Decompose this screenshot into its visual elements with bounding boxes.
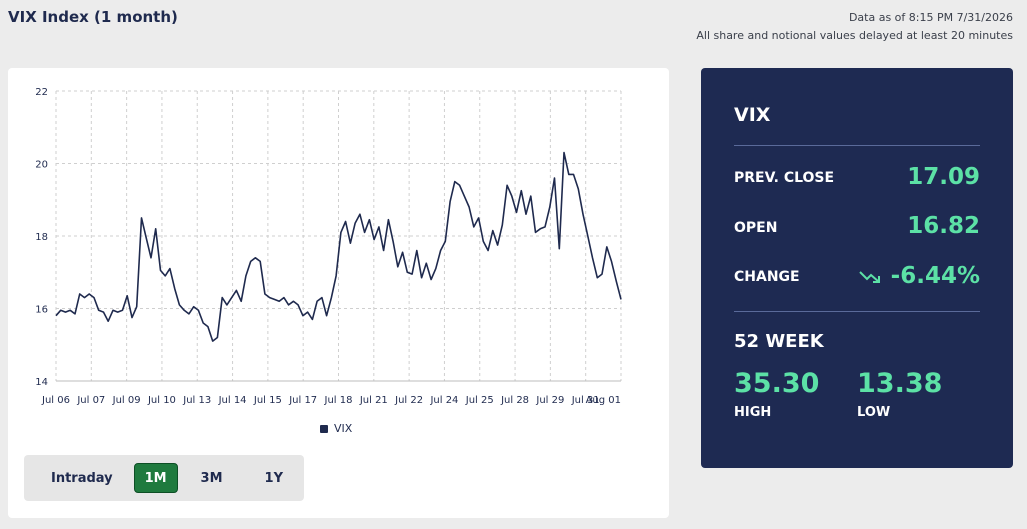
- legend-label: VIX: [334, 422, 353, 435]
- change-value: -6.44%: [890, 263, 980, 289]
- week52-low-label: LOW: [857, 405, 891, 420]
- range-1m-button[interactable]: 1M: [133, 463, 178, 493]
- x-tick-label: Jul 31: [571, 395, 600, 406]
- range-intraday-button[interactable]: Intraday: [38, 463, 126, 493]
- stats-panel: VIX PREV. CLOSE 17.09 OPEN 16.82 CHANGE …: [701, 68, 1013, 468]
- week52-high-value: 35.30: [734, 368, 820, 399]
- chart-legend[interactable]: VIX: [320, 422, 352, 435]
- stats-title: VIX: [734, 104, 771, 126]
- y-tick-label: 22: [35, 87, 48, 98]
- x-tick-label: Jul 17: [288, 395, 317, 406]
- trend-down-icon: [858, 264, 881, 290]
- prev-close-label: PREV. CLOSE: [734, 170, 835, 186]
- range-3m-button[interactable]: 3M: [188, 463, 236, 493]
- prev-close-value: 17.09: [907, 164, 980, 190]
- x-tick-label: Jul 14: [218, 395, 247, 406]
- data-timestamp: Data as of 8:15 PM 7/31/2026 All share a…: [696, 9, 1013, 45]
- y-tick-label: 14: [35, 377, 48, 388]
- x-tick-label: Jul 09: [112, 395, 141, 406]
- page-title: VIX Index (1 month): [8, 8, 178, 26]
- delay-note: All share and notional values delayed at…: [696, 29, 1013, 42]
- change-row: -6.44%: [858, 263, 980, 290]
- x-tick-label: Jul 25: [465, 395, 494, 406]
- open-label: OPEN: [734, 220, 778, 236]
- y-tick-label: 20: [35, 160, 48, 171]
- x-tick-label: Jul 07: [76, 395, 105, 406]
- vix-line-chart[interactable]: 14 16 18 20 22 Jul 06 Jul 07 Jul 09 Jul 10 Jul 13…: [8, 68, 669, 408]
- legend-swatch: [320, 424, 328, 433]
- divider: [734, 311, 980, 312]
- week52-high-label: HIGH: [734, 405, 772, 420]
- x-tick-label: Jul 22: [394, 395, 423, 406]
- x-tick-label: Jul 15: [253, 395, 282, 406]
- series-line-vix: [55, 151, 622, 342]
- y-tick-label: 18: [35, 232, 48, 243]
- week52-title: 52 WEEK: [734, 331, 824, 352]
- range-selector: Intraday 1M 3M 1Y: [24, 455, 304, 501]
- x-tick-label: Jul 29: [535, 395, 564, 406]
- x-tick-label: Aug 01: [586, 395, 621, 406]
- y-tick-label: 16: [35, 305, 48, 316]
- open-value: 16.82: [907, 213, 980, 239]
- change-label: CHANGE: [734, 269, 800, 285]
- x-tick-label: Jul 21: [359, 395, 388, 406]
- divider: [734, 145, 980, 146]
- x-tick-label: Jul 24: [429, 395, 458, 406]
- chart-card: 14 16 18 20 22 Jul 06 Jul 07 Jul 09 Jul 10 Jul 13…: [8, 68, 669, 518]
- range-1y-button[interactable]: 1Y: [252, 463, 296, 493]
- x-tick-label: Jul 13: [182, 395, 211, 406]
- week52-low-value: 13.38: [857, 368, 943, 399]
- x-tick-label: Jul 10: [147, 395, 176, 406]
- data-as-of: Data as of 8:15 PM 7/31/2026: [848, 11, 1013, 24]
- x-tick-label: Jul 06: [41, 395, 70, 406]
- x-tick-label: Jul 28: [500, 395, 529, 406]
- x-tick-label: Jul 18: [324, 395, 353, 406]
